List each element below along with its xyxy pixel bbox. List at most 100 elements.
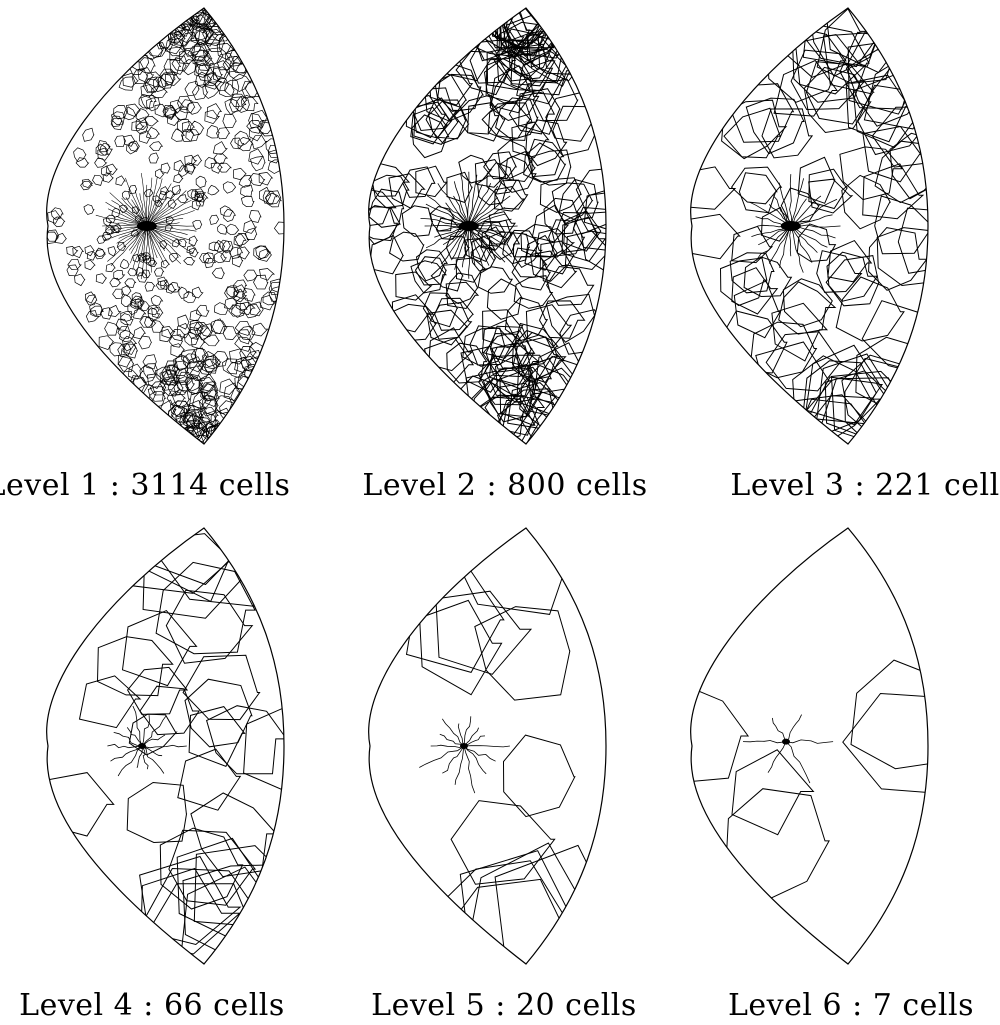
cell-boundary (428, 100, 470, 144)
cell-boundary (148, 152, 160, 164)
cell-boundary (147, 373, 165, 389)
cell-boundary (402, 166, 436, 198)
cell-boundary (233, 167, 247, 181)
center-spoke (136, 745, 143, 768)
cell-boundary (169, 57, 187, 75)
cell-boundary (219, 239, 232, 252)
cell-boundary (897, 207, 928, 274)
center-spoke (419, 745, 465, 768)
cell-boundary (690, 213, 741, 260)
cell-boundary (792, 355, 882, 444)
cell-boundary (169, 329, 186, 342)
center-spoke (441, 718, 465, 747)
cell-boundary (85, 291, 96, 304)
cell-boundary (133, 326, 146, 340)
cell-boundary (255, 245, 272, 260)
center-spoke (425, 203, 470, 227)
center-spoke (132, 705, 143, 747)
cell-boundary (835, 276, 905, 342)
mesh-svg (368, 7, 607, 445)
cell-boundary (229, 93, 248, 107)
cell-boundary (173, 159, 186, 172)
cell-boundary (690, 166, 737, 210)
cell-boundary (195, 24, 216, 43)
center-spoke (468, 225, 507, 246)
cell-boundary (138, 130, 152, 144)
cell-boundary (139, 685, 201, 736)
cell-boundary (189, 356, 206, 373)
center-spoke (451, 225, 470, 261)
cell-boundary (445, 272, 479, 305)
cell-boundary (131, 292, 143, 303)
cell-boundary (230, 137, 245, 150)
cell-boundary (66, 264, 79, 276)
cell-boundary (128, 713, 178, 756)
cell-boundary (450, 375, 511, 427)
cell-boundary (199, 406, 219, 426)
cell-boundary (203, 252, 215, 264)
cell-boundary (233, 288, 248, 303)
cell-boundary (189, 120, 205, 136)
cell-boundary (171, 185, 182, 196)
domain-outline (368, 527, 607, 965)
cell-boundary (480, 226, 506, 251)
cell-boundary (207, 184, 220, 196)
center-spoke (110, 745, 143, 762)
cell-boundary (797, 156, 836, 204)
cell-boundary (558, 178, 599, 221)
caption-level-2: Level 2 : 800 cells (362, 468, 648, 503)
cell-boundary (132, 253, 141, 263)
cell-boundary (178, 49, 198, 65)
cell-boundary (196, 193, 209, 203)
cell-boundary (141, 269, 151, 279)
cell-boundary (422, 292, 459, 328)
cell-boundary (101, 165, 113, 177)
cell-boundary (155, 168, 165, 180)
cell-boundary (157, 73, 174, 89)
cell-boundary (159, 239, 168, 250)
cell-boundary (222, 113, 237, 128)
cell-boundary (99, 142, 113, 156)
cell-boundary (738, 172, 778, 214)
cell-boundary (532, 78, 579, 122)
cell-boundary (196, 326, 212, 341)
cell-boundary (204, 29, 226, 47)
cell-boundary (100, 307, 114, 320)
cell-boundary (138, 335, 152, 350)
cell-boundary (455, 50, 512, 96)
cell-boundary (194, 60, 211, 76)
cell-boundary (183, 257, 196, 266)
cell-boundary (525, 119, 568, 167)
cell-boundary (580, 222, 606, 274)
cell-boundary (155, 561, 256, 655)
cell-boundaries (368, 8, 606, 444)
cell-boundary (765, 331, 842, 392)
cell-boundary (502, 734, 576, 818)
cell-boundary (158, 190, 167, 200)
cell-boundary (445, 235, 470, 259)
cell-boundary (171, 389, 191, 409)
cell-boundary (148, 304, 161, 316)
center-spoke (468, 184, 483, 227)
cell-boundary (512, 232, 543, 269)
cell-boundary (868, 227, 928, 291)
cell-boundary (135, 215, 143, 223)
cell-boundaries (46, 528, 284, 964)
cell-boundary (184, 80, 200, 97)
center-spoke (141, 734, 166, 747)
cell-boundary (497, 139, 534, 180)
cell-boundary (125, 103, 141, 118)
cell-boundary (168, 334, 183, 348)
cell-boundary (217, 162, 232, 173)
cell-boundary (182, 654, 261, 721)
cell-boundary (555, 211, 599, 253)
cell-boundary (128, 185, 137, 194)
cell-boundary (733, 280, 781, 339)
center-spoke (768, 225, 792, 264)
center-spoke (141, 715, 150, 747)
cell-boundary (415, 249, 449, 282)
cell-boundary (219, 205, 234, 217)
cell-boundary (184, 162, 197, 173)
cell-boundary (204, 109, 220, 125)
center-spoke (146, 225, 181, 257)
